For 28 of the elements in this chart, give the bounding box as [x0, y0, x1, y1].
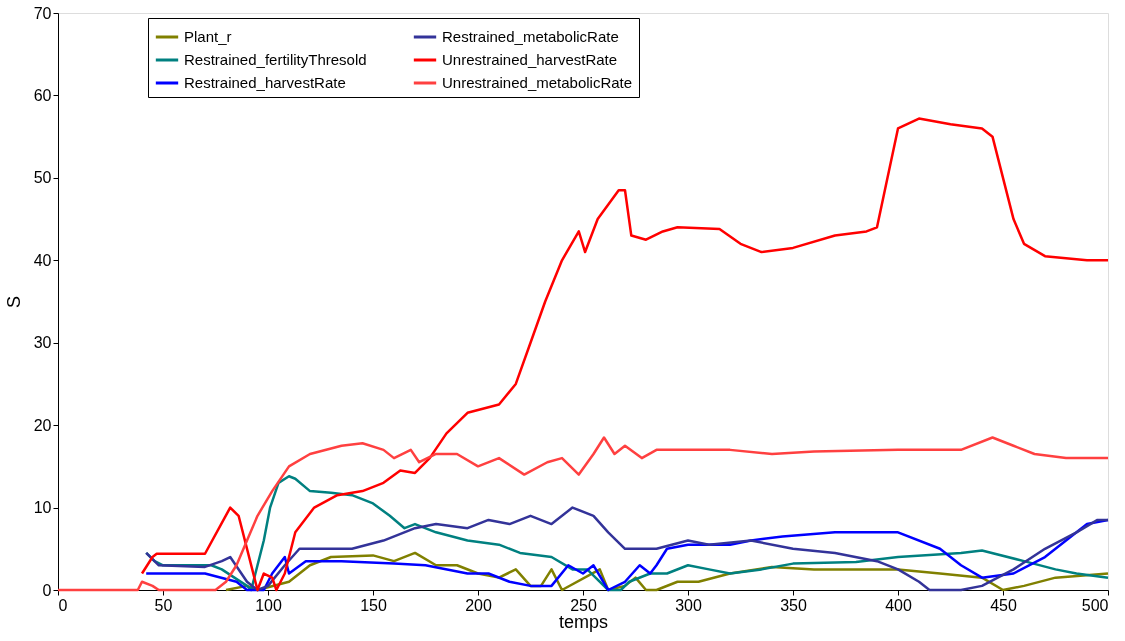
y-tick-label: 40	[33, 251, 52, 269]
x-tick-label: 50	[154, 596, 173, 614]
x-tick-label: 100	[255, 596, 282, 614]
legend-label: Restrained_metabolicRate	[442, 28, 619, 45]
legend-label: Unrestrained_harvestRate	[442, 51, 618, 68]
x-tick-label: 450	[990, 596, 1017, 614]
x-tick-label: 400	[885, 596, 912, 614]
line-series	[140, 117, 1110, 592]
legend-label: Unrestrained_metabolicRate	[442, 74, 633, 91]
y-axis-title: S	[3, 295, 24, 309]
y-tick-label: 50	[33, 169, 52, 187]
legend-label: Plant_r	[184, 28, 232, 45]
y-tick-label: 70	[33, 4, 52, 22]
y-tick-label: 0	[42, 581, 52, 599]
x-axis-title: temps	[558, 611, 609, 632]
y-tick-label: 10	[33, 499, 52, 517]
x-tick-label: 350	[780, 596, 807, 614]
x-tick-label: 500	[1081, 596, 1109, 614]
legend-label: Restrained_harvestRate	[184, 74, 346, 91]
x-tick-label: 0	[58, 596, 68, 614]
y-tick-label: 30	[33, 334, 52, 352]
y-tick-label: 20	[33, 416, 52, 434]
x-tick-label: 150	[360, 596, 387, 614]
legend-label: Restrained_fertilityThresold	[184, 51, 367, 68]
x-tick-label: 200	[465, 596, 492, 614]
y-tick-label: 60	[33, 86, 52, 104]
x-tick-label: 250	[570, 596, 597, 614]
x-tick-label: 300	[675, 596, 702, 614]
